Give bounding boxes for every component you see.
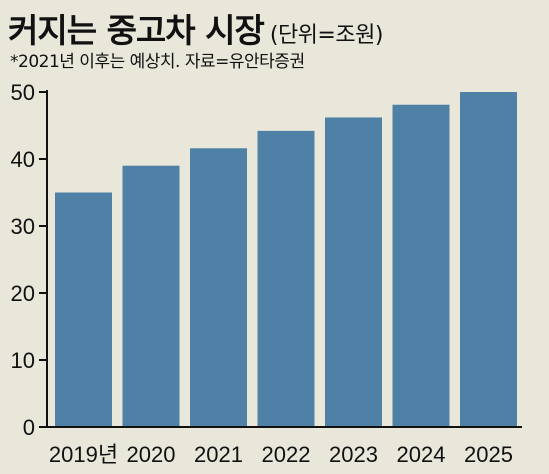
y-tick-label-50: 50 [11, 80, 35, 105]
chart-title-row: 커지는 중고차 시장 (단위=조원) [8, 4, 544, 52]
bar-2025 [460, 92, 517, 427]
x-tick-label-2023: 2023 [329, 442, 378, 467]
y-tick-label-0: 0 [23, 415, 35, 440]
bar-2024 [392, 104, 450, 427]
bar-2021 [190, 148, 247, 427]
x-tick-label-2022: 2022 [262, 442, 311, 467]
x-tick-label-2020: 2020 [127, 442, 176, 467]
x-tick-label-2025: 2025 [464, 442, 513, 467]
bar-2022 [257, 130, 315, 428]
y-tick-label-40: 40 [11, 147, 35, 172]
x-tick-label-2024: 2024 [397, 442, 446, 467]
chart-unit: (단위=조원) [269, 23, 384, 48]
x-tick-label-2019년: 2019년 [49, 442, 118, 467]
bar-2020 [122, 165, 180, 427]
x-tick-label-2021: 2021 [194, 442, 243, 467]
chart-note: *2021년 이후는 예상치. 자료=유안타증권 [10, 52, 305, 72]
bar-2023 [325, 117, 382, 428]
y-tick-label-10: 10 [11, 348, 35, 373]
y-tick-label-20: 20 [11, 281, 35, 306]
chart-title: 커지는 중고차 시장 [8, 11, 265, 50]
bar-2019년 [55, 192, 112, 427]
y-tick-label-30: 30 [11, 214, 35, 239]
